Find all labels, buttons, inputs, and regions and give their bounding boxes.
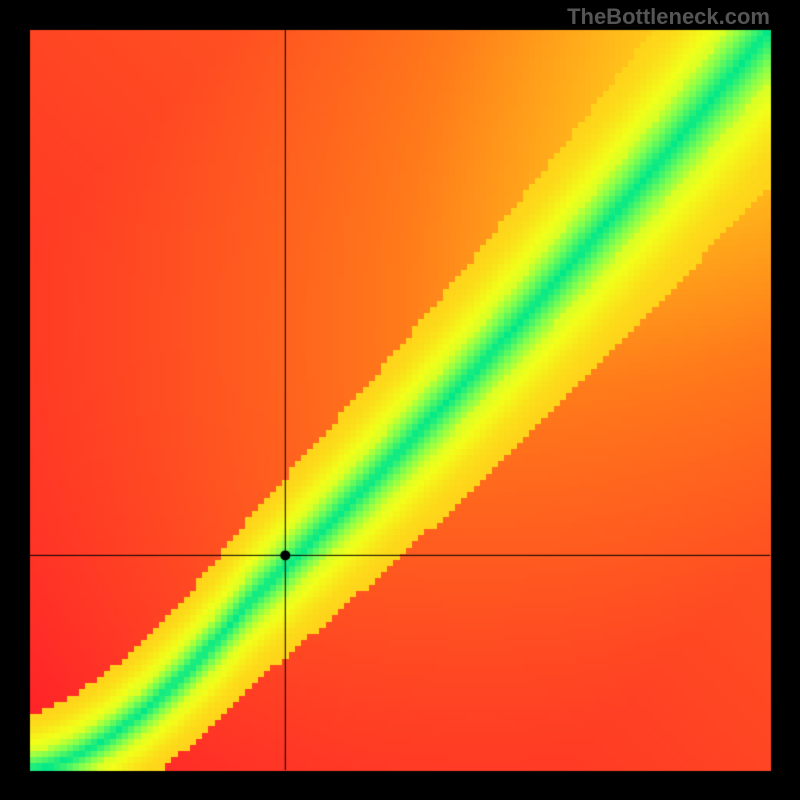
bottleneck-heatmap (0, 0, 800, 800)
watermark-text: TheBottleneck.com (567, 4, 770, 30)
chart-container: { "watermark": { "text": "TheBottleneck.… (0, 0, 800, 800)
